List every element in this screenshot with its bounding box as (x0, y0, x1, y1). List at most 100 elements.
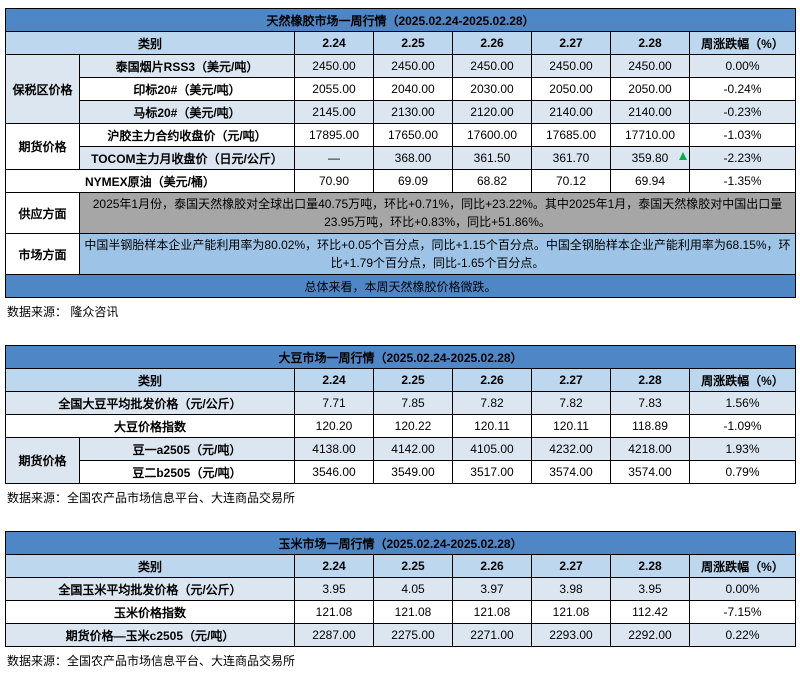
value-cell: 17710.00 (610, 123, 690, 147)
value-cell: 70.12 (531, 169, 611, 193)
col-header-category: 类别 (5, 31, 295, 55)
value-cell: 3.98 (531, 577, 611, 601)
change-cell: -1.35% (689, 169, 796, 193)
value-text: 359.80 (631, 151, 669, 165)
table-row: 大豆价格指数 120.20 120.22 120.11 120.11 118.8… (5, 414, 796, 438)
col-header-date-3: 2.26 (452, 31, 532, 55)
market-label: 市场方面 (5, 233, 80, 275)
value-cell: 361.70 (531, 146, 611, 170)
value-cell: 7.82 (531, 391, 611, 415)
row-label: NYMEX原油（美元/桶） (5, 169, 295, 193)
market-row: 市场方面 中国半钢胎样本企业产能利用率为80.02%，环比+0.05个百分点，同… (5, 233, 796, 275)
change-cell: -1.09% (689, 414, 796, 438)
value-cell: 4105.00 (452, 437, 532, 461)
value-cell: 2140.00 (610, 100, 690, 124)
value-cell: 4218.00 (610, 437, 690, 461)
value-cell: 3574.00 (610, 460, 690, 484)
value-cell: 3574.00 (531, 460, 611, 484)
row-label: TOCOM主力月收盘价（日元/公斤） (79, 146, 295, 170)
value-cell: 120.22 (373, 414, 453, 438)
col-header-date-2: 2.25 (373, 368, 453, 392)
col-header-date-4: 2.27 (531, 554, 611, 578)
value-cell: 7.83 (610, 391, 690, 415)
change-cell: 0.00% (689, 54, 796, 78)
value-cell: 121.08 (373, 600, 453, 624)
col-header-date-4: 2.27 (531, 368, 611, 392)
value-cell: 3549.00 (373, 460, 453, 484)
corn-title-row: 玉米市场一周行情（2025.02.24-2025.02.28） (5, 531, 796, 555)
value-cell: 2293.00 (531, 623, 611, 647)
value-cell: 3546.00 (294, 460, 374, 484)
value-cell: 4142.00 (373, 437, 453, 461)
rubber-market-table: 天然橡胶市场一周行情（2025.02.24-2025.02.28） 类别 2.2… (5, 8, 796, 298)
corn-data-source: 数据来源：全国农产品市场信息平台、大连商品交易所 (7, 654, 296, 668)
value-cell: 17685.00 (531, 123, 611, 147)
rubber-table-title: 天然橡胶市场一周行情（2025.02.24-2025.02.28） (5, 8, 796, 32)
value-cell: 2292.00 (610, 623, 690, 647)
change-cell: 0.22% (689, 623, 796, 647)
soybean-title-row: 大豆市场一周行情（2025.02.24-2025.02.28） (5, 345, 796, 369)
row-label: 大豆价格指数 (5, 414, 295, 438)
soybean-data-source: 数据来源：全国农产品市场信息平台、大连商品交易所 (7, 491, 296, 505)
value-cell: 368.00 (373, 146, 453, 170)
value-cell: 69.94 (610, 169, 690, 193)
table-row: 印标20#（美元/吨） 2055.00 2040.00 2030.00 2050… (6, 77, 796, 101)
row-label: 泰国烟片RSS3（美元/吨） (79, 54, 295, 78)
value-cell: 4138.00 (294, 437, 374, 461)
col-header-date-5: 2.28 (610, 368, 690, 392)
col-header-weekly-change: 周涨跌幅（%） (689, 368, 796, 392)
value-cell: 120.11 (452, 414, 532, 438)
table-row: 马标20#（美元/吨） 2145.00 2130.00 2120.00 2140… (6, 100, 796, 124)
col-header-weekly-change: 周涨跌幅（%） (689, 554, 796, 578)
row-label: 豆一a2505（元/吨） (79, 437, 295, 461)
supply-row: 供应方面 2025年1月份，泰国天然橡胶对全球出口量40.75万吨，环比+0.7… (5, 192, 796, 234)
value-cell: 3517.00 (452, 460, 532, 484)
change-cell: -1.03% (689, 123, 796, 147)
supply-label: 供应方面 (5, 192, 80, 234)
table-row: 保税区价格 泰国烟片RSS3（美元/吨） 2450.00 2450.00 245… (5, 54, 796, 124)
value-cell: 2130.00 (373, 100, 453, 124)
value-cell: 7.71 (294, 391, 374, 415)
value-cell: 2140.00 (531, 100, 611, 124)
col-header-date-2: 2.25 (373, 554, 453, 578)
value-cell: 68.82 (452, 169, 532, 193)
col-header-weekly-change: 周涨跌幅（%） (689, 31, 796, 55)
value-cell: 121.08 (294, 600, 374, 624)
change-cell: 0.79% (689, 460, 796, 484)
col-header-date-2: 2.25 (373, 31, 453, 55)
value-cell: 2287.00 (294, 623, 374, 647)
value-cell: 2271.00 (452, 623, 532, 647)
value-cell: 2450.00 (294, 54, 374, 78)
table-row: 全国玉米平均批发价格（元/公斤） 3.95 4.05 3.97 3.98 3.9… (5, 577, 796, 601)
value-cell: 121.08 (531, 600, 611, 624)
col-header-date-1: 2.24 (294, 31, 374, 55)
soybean-table-title: 大豆市场一周行情（2025.02.24-2025.02.28） (5, 345, 796, 369)
value-cell: — (294, 146, 374, 170)
table-row: 期货价格 豆一a2505（元/吨） 4138.00 4142.00 4105.0… (5, 437, 796, 484)
row-label: 印标20#（美元/吨） (79, 77, 295, 101)
value-cell: 70.90 (294, 169, 374, 193)
summary-text: 总体来看，本周天然橡胶价格微跌。 (5, 274, 796, 298)
row-label: 沪胶主力合约收盘价（元/吨） (79, 123, 295, 147)
value-cell: 2040.00 (373, 77, 453, 101)
supply-text: 2025年1月份，泰国天然橡胶对全球出口量40.75万吨，环比+0.71%，同比… (79, 192, 796, 234)
col-header-date-1: 2.24 (294, 554, 374, 578)
group-label-futures: 期货价格 (5, 437, 80, 484)
value-cell: 69.09 (373, 169, 453, 193)
table-row: TOCOM主力月收盘价（日元/公斤） — 368.00 361.50 361.7… (6, 146, 796, 170)
value-cell: 2050.00 (610, 77, 690, 101)
table-row: 全国大豆平均批发价格（元/公斤） 7.71 7.85 7.82 7.82 7.8… (5, 391, 796, 415)
rubber-data-source: 数据来源： 隆众咨讯 (7, 305, 119, 319)
col-header-date-5: 2.28 (610, 31, 690, 55)
table-row: 期货价格 沪胶主力合约收盘价（元/吨） 17895.00 17650.00 17… (5, 123, 796, 170)
value-cell: 7.85 (373, 391, 453, 415)
col-header-date-3: 2.26 (452, 554, 532, 578)
value-cell: 2030.00 (452, 77, 532, 101)
group-label-bonded-zone: 保税区价格 (5, 54, 80, 124)
col-header-date-4: 2.27 (531, 31, 611, 55)
value-cell: 120.20 (294, 414, 374, 438)
corn-header-row: 类别 2.24 2.25 2.26 2.27 2.28 周涨跌幅（%） (5, 554, 796, 578)
corn-table-title: 玉米市场一周行情（2025.02.24-2025.02.28） (5, 531, 796, 555)
value-cell: 2450.00 (610, 54, 690, 78)
